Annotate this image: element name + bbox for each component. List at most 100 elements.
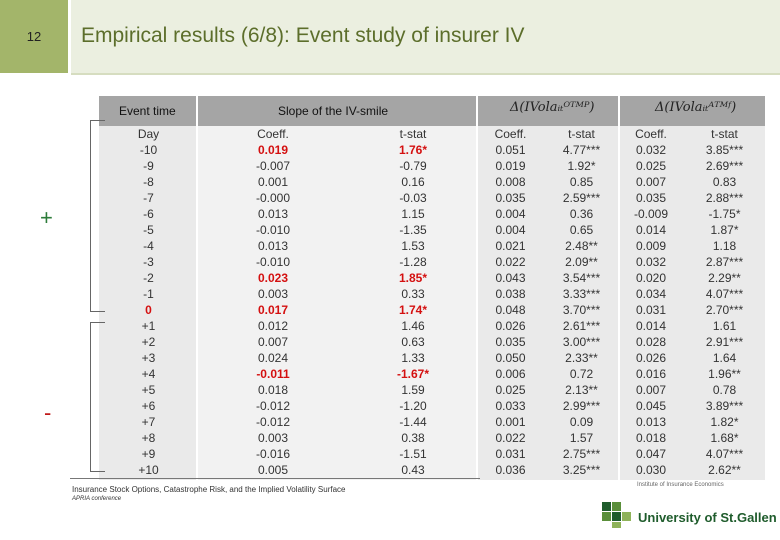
cell-t1: 1.53 bbox=[401, 239, 425, 253]
col-coeff-header-slope: Coeff. bbox=[257, 127, 289, 141]
footer-conference: APRIA conference bbox=[72, 496, 122, 502]
cell-c3: 0.047 bbox=[635, 447, 667, 461]
cell-day: +7 bbox=[141, 415, 156, 429]
cell-c1: -0.007 bbox=[255, 159, 291, 173]
header-bg-slope bbox=[198, 96, 476, 126]
table-row: -1 0.003 0.33 0.038 3.33*** 0.034 4.07*** bbox=[0, 286, 767, 302]
cell-day: -5 bbox=[143, 223, 154, 237]
institute-name: Institute of Insurance Economics bbox=[637, 482, 724, 488]
table-row: -10 0.019 1.76* 0.051 4.77*** 0.032 3.85*** bbox=[0, 142, 767, 158]
cell-day: +10 bbox=[138, 463, 159, 477]
cell-t2: 2.33** bbox=[565, 351, 598, 365]
cell-t1: -1.67* bbox=[396, 367, 430, 381]
cell-t3: 1.68* bbox=[710, 431, 739, 445]
cell-day: -1 bbox=[143, 287, 154, 301]
cell-t1: -1.51 bbox=[399, 447, 427, 461]
cell-c2: 0.048 bbox=[495, 303, 526, 317]
col-bg-atmf bbox=[620, 126, 765, 480]
cell-t3: 2.91*** bbox=[705, 335, 744, 349]
cell-t2: 0.65 bbox=[569, 223, 594, 237]
title-rule bbox=[71, 73, 780, 75]
cell-t1: 1.85* bbox=[398, 271, 428, 285]
title-bar: Empirical results (6/8): Event study of … bbox=[71, 0, 780, 73]
table-row: -6 0.013 1.15 0.004 0.36 -0.009 -1.75* bbox=[0, 206, 767, 222]
cell-t1: 0.33 bbox=[401, 287, 425, 301]
cell-day: -7 bbox=[143, 191, 154, 205]
cell-c2: 0.004 bbox=[495, 207, 526, 221]
table-row: +9 -0.016 -1.51 0.031 2.75*** 0.047 4.07*** bbox=[0, 446, 767, 462]
cell-c1: 0.013 bbox=[257, 239, 289, 253]
table-row: +6 -0.012 -1.20 0.033 2.99*** 0.045 3.89*** bbox=[0, 398, 767, 414]
cell-c2: 0.022 bbox=[495, 255, 526, 269]
cell-t3: 1.61 bbox=[712, 319, 737, 333]
cell-t3: 1.18 bbox=[712, 239, 737, 253]
table-row: 0 0.017 1.74* 0.048 3.70*** 0.031 2.70*** bbox=[0, 302, 767, 318]
cell-t1: -0.03 bbox=[399, 191, 427, 205]
cell-c1: 0.013 bbox=[257, 207, 289, 221]
table-row: -8 0.001 0.16 0.008 0.85 0.007 0.83 bbox=[0, 174, 767, 190]
cell-c2: 0.004 bbox=[495, 223, 526, 237]
cell-c3: 0.007 bbox=[635, 175, 667, 189]
cell-t3: 0.83 bbox=[712, 175, 737, 189]
cell-t3: 2.62** bbox=[708, 463, 741, 477]
table-row: +7 -0.012 -1.44 0.001 0.09 0.013 1.82* bbox=[0, 414, 767, 430]
cell-t3: -1.75* bbox=[708, 207, 741, 221]
footer-citation: Insurance Stock Options, Catastrophe Ris… bbox=[72, 485, 346, 494]
page-title: Empirical results (6/8): Event study of … bbox=[81, 24, 525, 47]
plus-sign: + bbox=[40, 205, 53, 230]
cell-c3: 0.018 bbox=[635, 431, 667, 445]
cell-c3: -0.009 bbox=[633, 207, 669, 221]
cell-t3: 2.70*** bbox=[705, 303, 744, 317]
cell-t2: 0.72 bbox=[569, 367, 594, 381]
cell-c2: 0.033 bbox=[495, 399, 526, 413]
cell-day: -9 bbox=[143, 159, 154, 173]
header-atmf-formula: Δ(IVolaᵢₜᴬᵀᴹᶠ) bbox=[655, 100, 737, 115]
table-row: -3 -0.010 -1.28 0.022 2.09** 0.032 2.87*** bbox=[0, 254, 767, 270]
cell-t3: 2.87*** bbox=[705, 255, 744, 269]
cell-t2: 2.13** bbox=[565, 383, 598, 397]
cell-t2: 2.09** bbox=[565, 255, 598, 269]
header-event-time: Event time bbox=[119, 104, 176, 118]
cell-t2: 2.99*** bbox=[562, 399, 601, 413]
cell-c1: -0.012 bbox=[255, 399, 291, 413]
col-tstat-header-otmp: t-stat bbox=[568, 127, 595, 141]
col-tstat-header-slope: t-stat bbox=[399, 127, 427, 141]
cell-t1: 1.76* bbox=[398, 143, 428, 157]
table-row: -7 -0.000 -0.03 0.035 2.59*** 0.035 2.88*** bbox=[0, 190, 767, 206]
cell-c3: 0.035 bbox=[635, 191, 667, 205]
column-header-row: Day Coeff. t-stat Coeff. t-stat Coeff. t… bbox=[0, 126, 767, 142]
cell-c2: 0.026 bbox=[495, 319, 526, 333]
cell-t2: 0.09 bbox=[569, 415, 594, 429]
cell-t1: 0.43 bbox=[401, 463, 425, 477]
cell-day: +1 bbox=[141, 319, 156, 333]
cell-day: +9 bbox=[141, 447, 156, 461]
cell-t1: 1.59 bbox=[401, 383, 425, 397]
cell-t1: 1.46 bbox=[401, 319, 425, 333]
cell-c3: 0.016 bbox=[635, 367, 667, 381]
footer-rule bbox=[70, 478, 480, 479]
header-slope: Slope of the IV-smile bbox=[278, 104, 389, 118]
cell-t3: 2.69*** bbox=[705, 159, 744, 173]
cell-c1: 0.003 bbox=[257, 431, 289, 445]
cell-t3: 2.29** bbox=[708, 271, 741, 285]
cell-t1: 1.33 bbox=[401, 351, 425, 365]
cell-t2: 1.92* bbox=[567, 159, 596, 173]
cell-c2: 0.035 bbox=[495, 335, 526, 349]
cell-t2: 4.77*** bbox=[562, 143, 601, 157]
cell-t2: 3.70*** bbox=[562, 303, 601, 317]
cell-c3: 0.009 bbox=[635, 239, 667, 253]
cell-t3: 3.89*** bbox=[705, 399, 744, 413]
cell-day: -3 bbox=[143, 255, 154, 269]
cell-day: -8 bbox=[143, 175, 154, 189]
cell-t1: 0.63 bbox=[401, 335, 425, 349]
cell-c2: 0.036 bbox=[495, 463, 526, 477]
cell-t3: 1.82* bbox=[710, 415, 739, 429]
table-row: +8 0.003 0.38 0.022 1.57 0.018 1.68* bbox=[0, 430, 767, 446]
cell-t1: -1.35 bbox=[399, 223, 427, 237]
col-coeff-header-otmp: Coeff. bbox=[494, 127, 527, 141]
cell-day: -6 bbox=[143, 207, 154, 221]
cell-c1: 0.001 bbox=[257, 175, 289, 189]
cell-t2: 3.25*** bbox=[562, 463, 601, 477]
header-bg-event-time bbox=[99, 96, 196, 126]
table-row: +3 0.024 1.33 0.050 2.33** 0.026 1.64 bbox=[0, 350, 767, 366]
